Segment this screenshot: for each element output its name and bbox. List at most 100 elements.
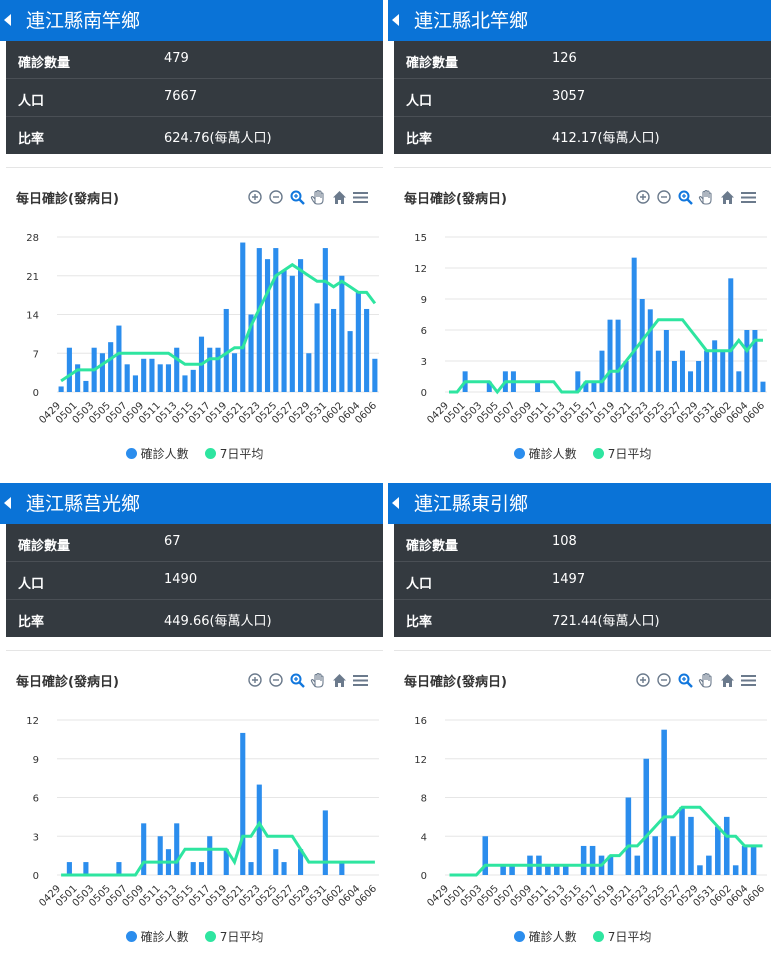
case-bar[interactable] [760,381,766,392]
pan-hand-icon[interactable] [310,187,327,205]
case-bar[interactable] [509,865,515,875]
case-bar[interactable] [149,358,155,392]
case-bar[interactable] [728,278,734,392]
case-bar[interactable] [256,248,262,392]
case-bar[interactable] [124,364,130,392]
menu-icon[interactable] [740,187,757,204]
case-bar[interactable] [715,826,721,875]
case-bar[interactable] [696,361,702,392]
case-bar[interactable] [583,381,589,392]
case-bar[interactable] [264,259,271,392]
case-bar[interactable] [607,319,613,392]
menu-icon[interactable] [740,670,757,687]
case-bar[interactable] [535,381,541,392]
legend-item-cases[interactable]: 確診人數 [125,928,189,945]
case-bar[interactable] [355,292,361,392]
case-bar[interactable] [688,816,694,875]
case-bar[interactable] [599,350,605,392]
home-reset-icon[interactable] [719,187,736,204]
case-bar[interactable] [99,353,105,392]
legend-item-average[interactable]: 7日平均 [592,928,651,945]
case-bar[interactable] [83,862,89,875]
case-bar[interactable] [580,845,587,875]
case-bar[interactable] [190,369,196,392]
legend-item-cases[interactable]: 確診人數 [125,445,189,462]
case-bar[interactable] [339,275,345,392]
case-bar[interactable] [339,862,345,875]
case-bar[interactable] [289,275,295,392]
legend-item-cases[interactable]: 確診人數 [513,445,577,462]
case-bar[interactable] [198,862,205,875]
legend-item-average[interactable]: 7日平均 [204,445,263,462]
case-bar[interactable] [331,308,337,392]
case-bar[interactable] [732,865,739,875]
zoom-in-icon[interactable] [635,670,652,687]
case-bar[interactable] [58,386,64,392]
case-bar[interactable] [688,371,694,392]
case-bar[interactable] [240,732,246,875]
case-bar[interactable] [623,361,629,392]
case-bar[interactable] [591,381,597,392]
case-bar[interactable] [589,845,596,875]
case-bar[interactable] [314,303,320,392]
case-bar[interactable] [223,308,229,392]
case-bar[interactable] [141,823,147,875]
zoom-out-icon[interactable] [656,670,673,687]
case-bar[interactable] [679,350,685,392]
case-bar[interactable] [372,358,378,392]
back-arrow-icon[interactable] [4,14,11,26]
case-bar[interactable] [364,308,370,392]
case-bar[interactable] [298,849,304,875]
case-bar[interactable] [207,836,213,875]
legend-item-cases[interactable]: 確診人數 [513,928,577,945]
back-arrow-icon[interactable] [4,497,11,509]
zoom-out-icon[interactable] [656,187,673,204]
case-bar[interactable] [248,862,254,875]
case-bar[interactable] [643,758,650,875]
case-bar[interactable] [554,865,560,875]
case-bar[interactable] [347,331,353,392]
home-reset-icon[interactable] [331,670,348,687]
case-bar[interactable] [132,375,138,392]
pan-hand-icon[interactable] [698,670,715,688]
case-bar[interactable] [174,823,180,875]
case-bar[interactable] [215,347,221,392]
case-bar[interactable] [281,270,287,392]
case-bar[interactable] [625,797,632,876]
case-bar[interactable] [545,865,551,875]
zoom-in-icon[interactable] [247,187,264,204]
case-bar[interactable] [157,364,163,392]
case-bar[interactable] [256,784,262,875]
pan-hand-icon[interactable] [698,187,715,205]
case-bar[interactable] [231,353,238,392]
case-bar[interactable] [670,836,676,875]
case-bar[interactable] [663,330,669,392]
case-bar[interactable] [116,862,122,875]
case-bar[interactable] [652,836,658,875]
pan-hand-icon[interactable] [310,670,327,688]
case-bar[interactable] [634,855,641,875]
case-bar[interactable] [322,248,328,392]
case-bar[interactable] [720,350,726,392]
case-bar[interactable] [240,242,246,392]
case-bar[interactable] [631,257,637,392]
menu-icon[interactable] [352,187,369,204]
case-bar[interactable] [116,325,122,392]
case-bar[interactable] [697,865,703,875]
selection-zoom-icon[interactable] [677,670,694,688]
zoom-out-icon[interactable] [268,187,285,204]
case-bar[interactable] [752,330,758,392]
case-bar[interactable] [671,361,677,392]
case-bar[interactable] [306,353,312,392]
case-bar[interactable] [281,862,287,875]
home-reset-icon[interactable] [719,670,736,687]
case-bar[interactable] [607,855,614,875]
case-bar[interactable] [741,845,748,875]
case-bar[interactable] [174,347,180,392]
case-bar[interactable] [706,855,712,875]
menu-icon[interactable] [352,670,369,687]
case-bar[interactable] [273,248,279,392]
case-bar[interactable] [83,380,89,392]
case-bar[interactable] [165,364,172,392]
case-bar[interactable] [223,849,229,875]
